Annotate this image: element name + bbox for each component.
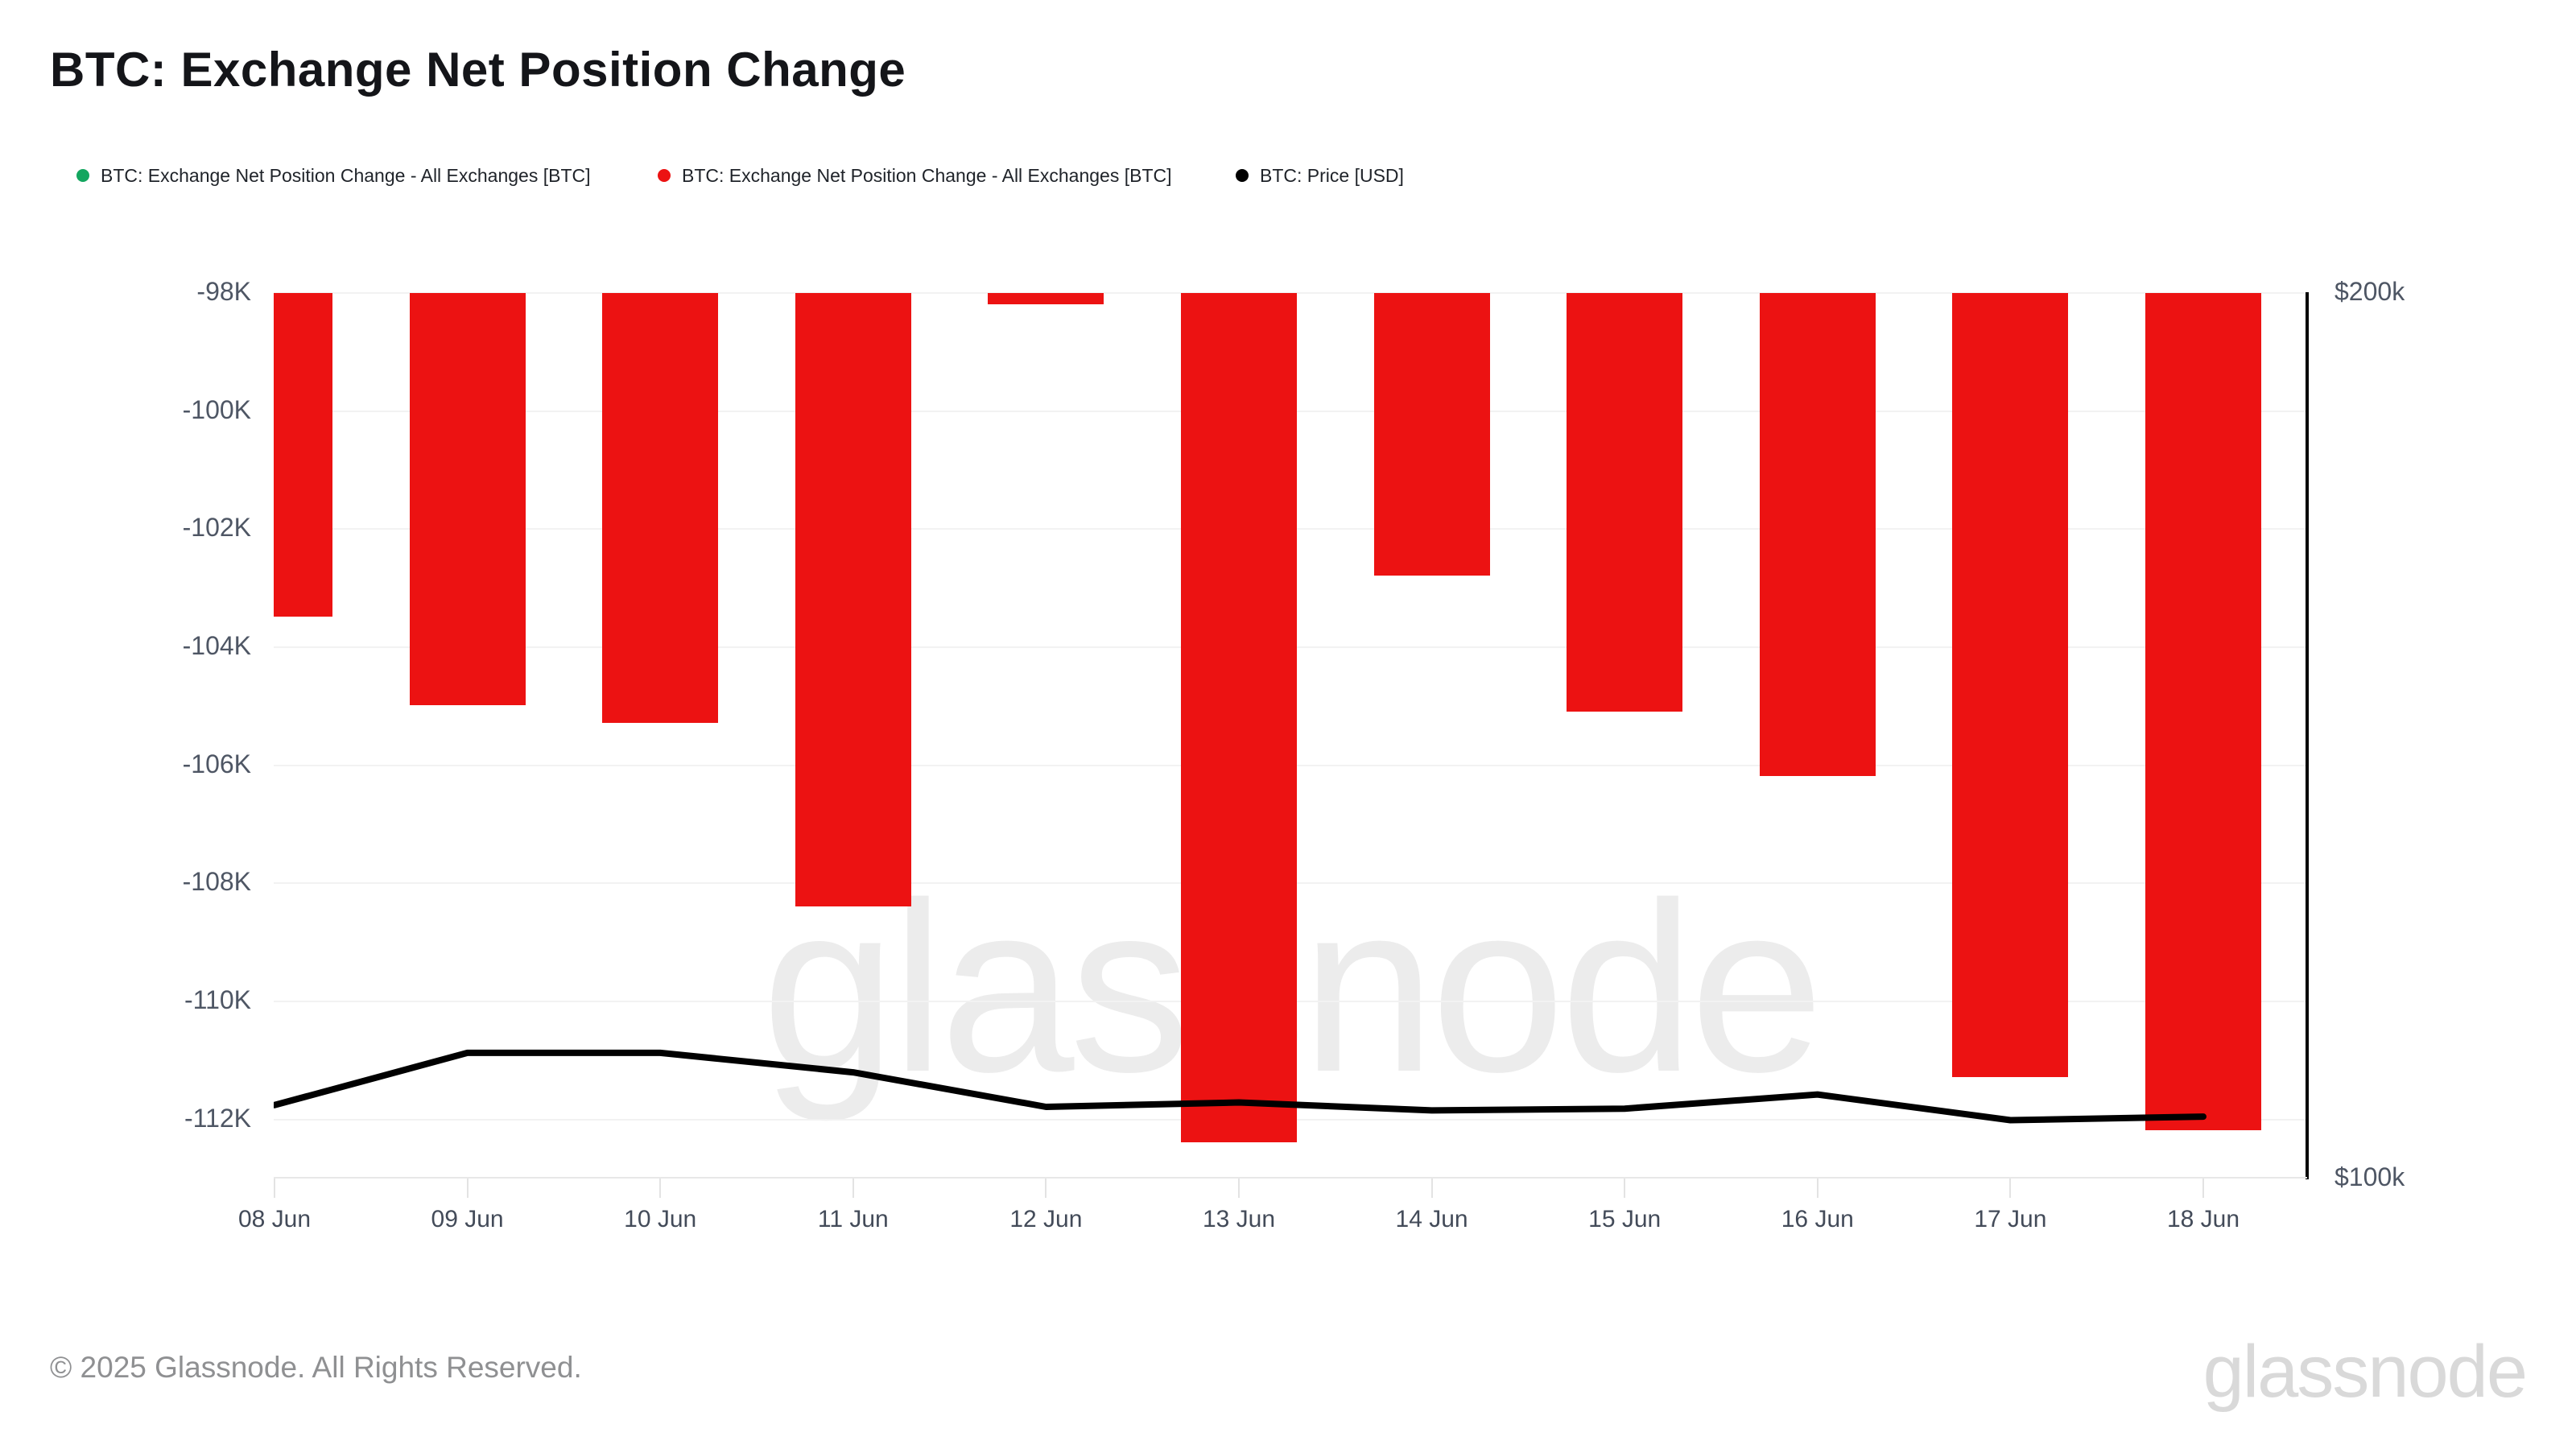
left-axis-tick-label: -98K bbox=[196, 277, 251, 306]
legend-dot-icon bbox=[658, 169, 671, 182]
bar-12-jun[interactable] bbox=[988, 293, 1104, 304]
x-axis-label: 11 Jun bbox=[817, 1206, 889, 1232]
bar-17-jun[interactable] bbox=[1952, 293, 2069, 1078]
x-axis-tick bbox=[2202, 1179, 2204, 1198]
x-axis-label: 15 Jun bbox=[1588, 1206, 1662, 1232]
legend-item[interactable]: BTC: Exchange Net Position Change - All … bbox=[658, 159, 1172, 192]
x-axis-label: 14 Jun bbox=[1395, 1206, 1468, 1232]
x-axis-label: 09 Jun bbox=[431, 1206, 504, 1232]
bar-10-jun[interactable] bbox=[602, 293, 719, 724]
x-axis-tick bbox=[852, 1179, 854, 1198]
legend-item-label: BTC: Exchange Net Position Change - All … bbox=[682, 164, 1172, 186]
copyright-text: © 2025 Glassnode. All Rights Reserved. bbox=[50, 1351, 582, 1384]
left-axis-tick-label: -112K bbox=[184, 1103, 251, 1133]
legend-dot-icon bbox=[76, 169, 89, 182]
price-axis-line bbox=[2306, 292, 2309, 1179]
x-axis-tick bbox=[659, 1179, 662, 1198]
bar-09-jun[interactable] bbox=[409, 293, 526, 706]
bar-11-jun[interactable] bbox=[795, 293, 911, 906]
x-axis-label: 08 Jun bbox=[237, 1206, 312, 1232]
legend-item[interactable]: BTC: Price [USD] bbox=[1236, 159, 1404, 192]
legend: BTC: Exchange Net Position Change - All … bbox=[0, 159, 2576, 192]
x-axis-tick bbox=[1624, 1179, 1626, 1198]
left-axis-tick-label: -110K bbox=[184, 985, 251, 1014]
left-axis-tick-label: -100K bbox=[182, 394, 251, 424]
page-title: BTC: Exchange Net Position Change bbox=[50, 43, 906, 97]
x-axis-label: 17 Jun bbox=[1974, 1206, 2047, 1232]
x-axis-tick bbox=[466, 1179, 469, 1198]
plot-area: glassnode bbox=[274, 292, 2307, 1178]
glassnode-logo: glassnode bbox=[2202, 1331, 2528, 1413]
legend-dot-icon bbox=[1236, 169, 1249, 182]
legend-item-label: BTC: Price [USD] bbox=[1260, 164, 1404, 186]
x-axis-tick bbox=[1045, 1179, 1047, 1198]
legend-item[interactable]: BTC: Exchange Net Position Change - All … bbox=[76, 159, 591, 192]
left-axis-tick-label: -102K bbox=[182, 513, 251, 543]
bar-13-jun[interactable] bbox=[1181, 293, 1297, 1142]
legend-item-label: BTC: Exchange Net Position Change - All … bbox=[101, 164, 591, 186]
left-axis-tick-label: -108K bbox=[182, 867, 251, 897]
bar-18-jun[interactable] bbox=[2145, 293, 2261, 1131]
bar-14-jun[interactable] bbox=[1373, 293, 1490, 576]
x-axis-tick bbox=[1238, 1179, 1240, 1198]
x-axis-label: 13 Jun bbox=[1202, 1206, 1276, 1232]
x-axis-label: 10 Jun bbox=[624, 1206, 697, 1232]
x-axis-tick bbox=[2009, 1179, 2012, 1198]
x-axis-label: 18 Jun bbox=[2166, 1206, 2240, 1232]
bar-16-jun[interactable] bbox=[1759, 293, 1876, 777]
x-axis-tick bbox=[1816, 1179, 1818, 1198]
x-axis-label: 12 Jun bbox=[1009, 1206, 1083, 1232]
x-axis-tick bbox=[274, 1179, 275, 1198]
x-axis-tick bbox=[1430, 1179, 1433, 1198]
bar-08-jun[interactable] bbox=[274, 293, 332, 617]
left-axis-tick-label: -106K bbox=[182, 749, 251, 778]
right-axis-tick-label: $100k bbox=[2334, 1162, 2405, 1191]
left-axis-tick-label: -104K bbox=[182, 631, 251, 660]
x-axis-label: 16 Jun bbox=[1781, 1206, 1854, 1232]
x-axis-line bbox=[274, 1177, 2307, 1179]
price-line[interactable] bbox=[274, 292, 2307, 1178]
bar-15-jun[interactable] bbox=[1567, 293, 1683, 712]
right-axis-tick-label: $200k bbox=[2334, 277, 2405, 306]
